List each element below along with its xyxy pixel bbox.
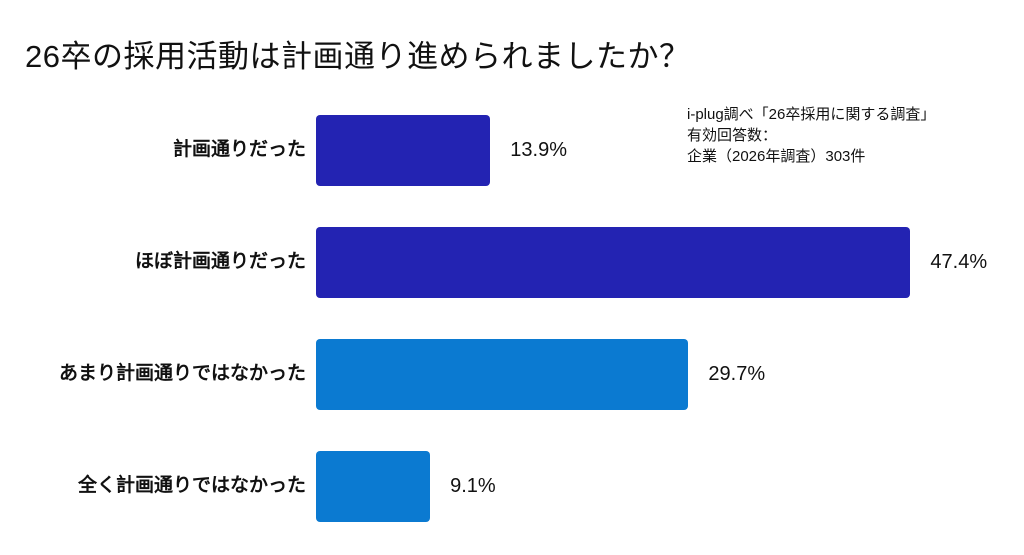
bar	[316, 227, 911, 298]
chart-row: ほぼ計画通りだった 47.4%	[0, 227, 1024, 298]
category-label: 計画通りだった	[172, 139, 306, 161]
chart-row: あまり計画通りではなかった 29.7%	[0, 339, 1024, 410]
chart-row: 計画通りだった 13.9%	[0, 115, 1024, 186]
annotation-line-source: i-plug調べ「26卒採用に関する調査」	[687, 106, 936, 123]
category-label: あまり計画通りではなかった	[58, 363, 306, 385]
source-annotation: i-plug調べ「26卒採用に関する調査」 有効回答数： 企業（2026年調査）…	[687, 104, 935, 167]
bar-chart: 計画通りだった 13.9% ほぼ計画通りだった 47.4% あまり計画通りではな…	[0, 115, 1024, 522]
value-label: 29.7%	[708, 363, 766, 385]
annotation-line-responses: 有効回答数：	[687, 127, 778, 144]
category-label: ほぼ計画通りだった	[134, 251, 306, 273]
bar	[316, 451, 431, 522]
chart-row: 全く計画通りではなかった 9.1%	[0, 451, 1024, 522]
value-label: 47.4%	[930, 251, 988, 273]
annotation-line-sample: 企業（2026年調査）303件	[687, 148, 866, 165]
value-label: 13.9%	[510, 139, 568, 161]
bar	[316, 115, 491, 186]
chart-title: 26卒の採用活動は計画通り進められましたか？	[25, 38, 691, 74]
value-label: 9.1%	[450, 475, 496, 497]
bar	[316, 339, 689, 410]
category-label: 全く計画通りではなかった	[77, 475, 306, 497]
